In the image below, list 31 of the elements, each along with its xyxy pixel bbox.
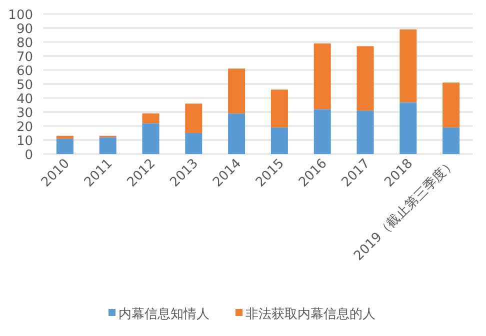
bar [356, 46, 374, 111]
legend-label: 内幕信息知情人 [118, 307, 210, 322]
y-tick-label: 60 [16, 64, 33, 79]
bar [228, 68, 246, 114]
bar [142, 113, 160, 124]
bar [142, 123, 160, 154]
y-tick-label: 90 [16, 22, 33, 37]
bar [314, 109, 331, 154]
bar [185, 104, 202, 133]
bar [400, 29, 417, 102]
bar [56, 138, 74, 154]
y-tick-label: 0 [24, 148, 33, 163]
y-tick-label: 100 [8, 8, 33, 23]
y-tick-label: 20 [16, 120, 33, 135]
bar [185, 133, 202, 154]
bar [270, 127, 288, 154]
bar [99, 137, 116, 154]
bar [356, 110, 374, 154]
y-tick-label: 80 [16, 36, 33, 51]
bar [270, 90, 288, 128]
bar [228, 113, 246, 154]
bar [400, 102, 417, 154]
legend-label: 非法获取内幕信息的人 [246, 307, 376, 322]
y-tick-label: 50 [16, 78, 33, 93]
y-tick-label: 30 [16, 106, 33, 121]
y-tick-label: 70 [16, 50, 33, 65]
bar [442, 82, 460, 128]
bar [314, 43, 331, 110]
y-tick-label: 40 [16, 92, 33, 107]
bar [442, 127, 460, 154]
y-tick-label: 10 [16, 134, 33, 149]
